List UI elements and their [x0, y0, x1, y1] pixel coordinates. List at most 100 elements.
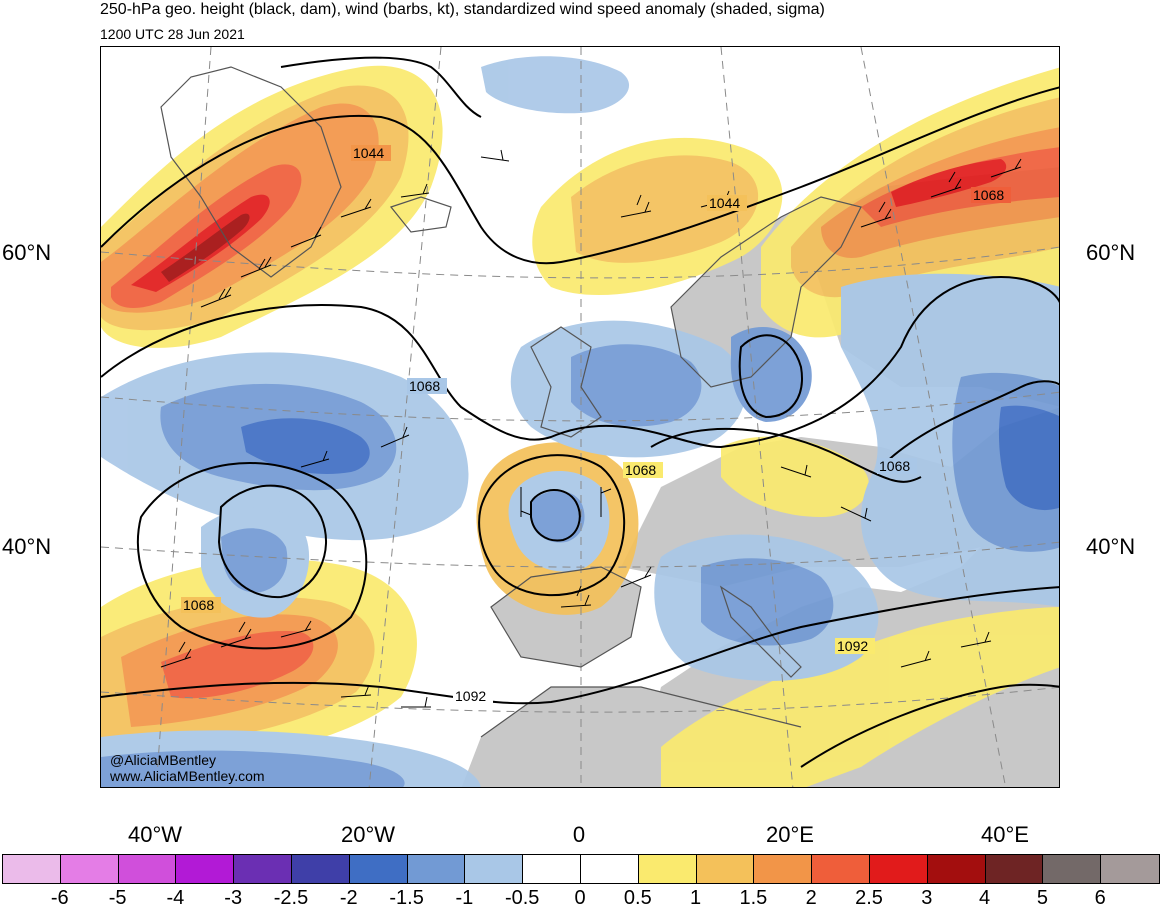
barb — [860, 201, 892, 228]
barb — [380, 426, 410, 448]
colorbar-swatch — [754, 855, 813, 883]
lon-line-20w — [368, 47, 442, 787]
shade-neg-midatlantic-2 — [221, 528, 288, 593]
valid-time: 1200 UTC 28 Jun 2021 — [100, 26, 245, 42]
contour-label: 1068 — [879, 458, 910, 474]
map-panel: 1044 1044 1068 1068 1068 1068 1068 1092 … — [100, 46, 1060, 788]
shade-neg-atlantic-3 — [241, 418, 370, 475]
shade-neg-russia-3 — [998, 405, 1059, 511]
colorbar-swatch — [638, 855, 697, 883]
contour-1068-baltic — [738, 334, 803, 419]
barb — [960, 631, 992, 648]
lat-line-50n — [101, 391, 1059, 422]
contour-label: 1092 — [455, 688, 486, 704]
colorbar-swatch — [927, 855, 986, 883]
shade-norway-2 — [571, 155, 759, 263]
colorbar-swatch — [1101, 855, 1159, 883]
colorbar-tick-label: 0.5 — [623, 887, 652, 909]
contour-1068-iberia-inner — [530, 489, 581, 542]
barb — [560, 585, 592, 608]
shade-neg-uk-2 — [571, 344, 702, 427]
barb — [930, 171, 962, 198]
colorbar-tick-label: 0 — [574, 887, 586, 909]
contour-labels: 1044 1044 1068 1068 1068 1068 1068 1092 … — [181, 145, 1011, 704]
colorbar-tick-label: 3 — [921, 887, 933, 909]
credit-handle: @AliciaMBentley — [110, 752, 217, 768]
contour-1068-low-left — [217, 484, 327, 599]
colorbar-swatch — [349, 855, 408, 883]
colorbar-tick-label: 5 — [1036, 887, 1048, 909]
credit-website: www.AliciaMBentley.com — [110, 768, 265, 784]
barb — [401, 696, 431, 708]
lat-line-40n — [101, 541, 1059, 568]
colorbar-tick-label: -1 — [455, 887, 474, 909]
contour-label: 1068 — [973, 187, 1004, 203]
shade-neg-baltic — [730, 327, 812, 422]
barb — [200, 286, 232, 308]
colorbar-swatch — [869, 855, 928, 883]
colorbar-swatch — [985, 855, 1044, 883]
colorbar-tick-label: -6 — [50, 887, 69, 909]
contour-1068-balkans — [650, 427, 922, 483]
lon-line-40e — [860, 47, 1007, 787]
colorbar-swatch — [812, 855, 870, 883]
map-canvas: 1044 1044 1068 1068 1068 1068 1068 1092 … — [101, 47, 1059, 787]
lat-label-40n-left: 40°N — [2, 534, 52, 559]
colorbar-tick-label: -0.5 — [504, 887, 540, 909]
coast-italy — [719, 585, 802, 678]
shade-neg-italy-2 — [701, 558, 834, 646]
coast-uk — [530, 326, 602, 438]
shade-greenland-jet-3 — [131, 194, 270, 292]
colorbar-swatch — [696, 855, 755, 883]
coast-iceland — [389, 196, 452, 233]
lat-line-30n — [101, 686, 1059, 713]
barb — [300, 450, 330, 468]
shade-balkans-1 — [721, 436, 869, 517]
barb — [340, 198, 372, 218]
contour-label: 1068 — [625, 462, 656, 478]
barb — [400, 183, 430, 198]
colorbar-swatch — [407, 855, 466, 883]
lon-label-20e: 20°E — [766, 822, 814, 847]
colorbar — [2, 854, 1160, 884]
contour-1092-south — [800, 683, 1059, 768]
colorbar-tick-label: 2 — [805, 887, 817, 909]
barb — [990, 158, 1022, 178]
colorbar-tick-label: -2 — [339, 887, 358, 909]
barb — [340, 684, 372, 698]
contour-1044 — [101, 86, 1059, 265]
lon-label-40e: 40°E — [981, 822, 1029, 847]
colorbar-tick-label: -2.5 — [273, 887, 309, 909]
barb — [220, 621, 252, 648]
contour-label: 1044 — [709, 195, 740, 211]
colorbar-tick-label: -3 — [224, 887, 243, 909]
colorbar-swatch — [291, 855, 350, 883]
anomaly-shading — [101, 56, 1059, 787]
colorbar-swatch — [234, 855, 292, 883]
coast-iberia — [490, 566, 642, 668]
colorbar-swatch — [118, 855, 177, 883]
lon-line-20e — [720, 47, 794, 787]
barb — [520, 487, 532, 517]
shade-neg-northsea — [481, 56, 630, 114]
contour-label: 1044 — [353, 145, 384, 161]
contour-1092 — [101, 586, 1059, 705]
lat-label-40n-right: 40°N — [1086, 534, 1136, 559]
barb — [600, 487, 612, 517]
shade-iberia-ring-inner-2 — [531, 490, 585, 543]
barb — [620, 566, 652, 588]
lon-label-0: 0 — [572, 822, 586, 847]
colorbar-swatch — [523, 855, 581, 883]
contour-label: 1092 — [837, 638, 868, 654]
height-contours — [101, 56, 1059, 768]
coast-greenland — [160, 66, 342, 278]
lat-label-60n-left: 60°N — [2, 240, 52, 265]
barb — [900, 650, 932, 668]
colorbar-swatch — [580, 855, 639, 883]
barb — [290, 226, 322, 248]
colorbar-tick-label: 6 — [1094, 887, 1106, 909]
barb — [480, 149, 510, 162]
colorbar-tick-label: -4 — [166, 887, 185, 909]
colorbar-tick-label: 1 — [690, 887, 702, 909]
contour-1068-russia — [880, 380, 1059, 468]
